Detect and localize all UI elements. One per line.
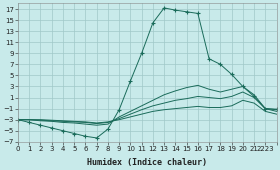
X-axis label: Humidex (Indice chaleur): Humidex (Indice chaleur) bbox=[87, 158, 207, 167]
